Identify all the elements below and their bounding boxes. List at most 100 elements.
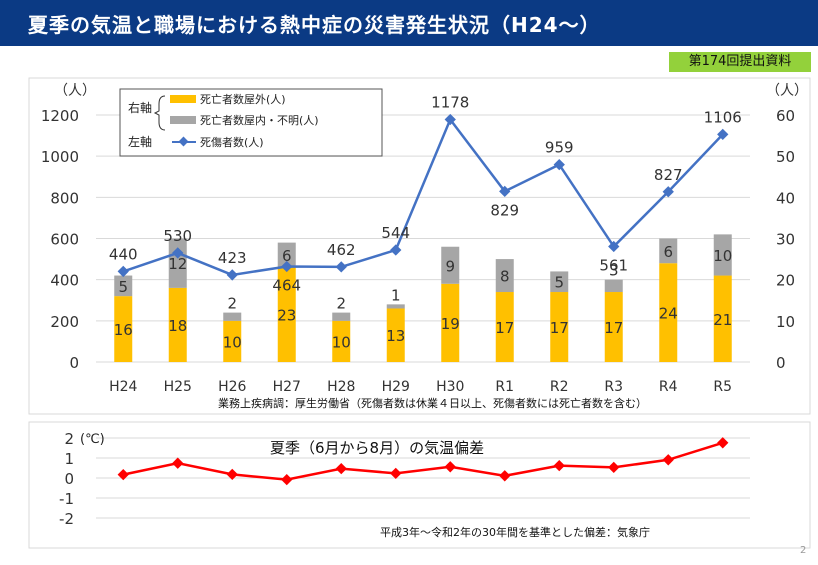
casualty-value-label: 829: [490, 201, 519, 219]
casualty-value-label: 827: [654, 166, 683, 184]
right-axis-tick-label: 0: [776, 354, 786, 372]
temp-point: [281, 473, 293, 486]
bar-outdoor: [277, 267, 296, 362]
right-axis-tick-label: 20: [776, 272, 795, 290]
right-axis-unit: （人）: [766, 83, 808, 99]
bar-outdoor: [386, 308, 405, 362]
temp-axis-tick-label: 0: [64, 470, 74, 488]
x-axis-tick-label: H30: [436, 379, 464, 395]
legend-casualty-label: 死傷者数(人): [200, 135, 264, 149]
bar-indoor: [223, 312, 242, 321]
temp-point: [499, 470, 511, 482]
legend-outdoor-label: 死亡者数屋外(人): [200, 92, 286, 106]
temp-point: [172, 457, 184, 469]
legend-outdoor-swatch: [170, 95, 196, 103]
bar-indoor-value-label: 12: [168, 255, 187, 273]
right-axis-tick-label: 50: [776, 148, 795, 166]
casualty-point: [390, 244, 402, 256]
bar-outdoor: [223, 320, 242, 362]
x-axis-tick-label: H24: [109, 379, 137, 395]
x-axis-tick-label: R1: [495, 379, 514, 395]
x-axis-tick-label: H29: [382, 379, 410, 395]
document-badge: 第174回提出資料: [669, 52, 811, 72]
casualty-value-label: 1178: [431, 94, 469, 112]
bar-outdoor-value-label: 17: [550, 319, 569, 337]
casualty-value-label: 959: [545, 139, 574, 157]
left-axis-tick-label: 200: [50, 313, 79, 331]
left-axis-tick-label: 400: [50, 272, 79, 290]
x-axis-tick-label: H27: [273, 379, 301, 395]
temp-chart-border: [28, 421, 811, 549]
bar-outdoor-value-label: 23: [277, 307, 296, 325]
x-axis-tick-label: H25: [164, 379, 192, 395]
bar-outdoor: [441, 283, 460, 362]
casualty-point: [662, 186, 674, 198]
bar-outdoor-value-label: 10: [223, 333, 242, 351]
bar-outdoor-value-label: 16: [114, 321, 133, 339]
casualty-value-label: 1106: [704, 108, 742, 126]
bar-outdoor: [713, 275, 732, 362]
left-axis-unit: （人）: [54, 83, 96, 99]
bar-outdoor-value-label: 17: [495, 319, 514, 337]
bar-outdoor: [604, 292, 623, 362]
bar-outdoor-value-label: 10: [332, 333, 351, 351]
bar-indoor: [386, 304, 405, 309]
temp-point: [662, 454, 674, 466]
left-axis-tick-label: 1200: [41, 107, 79, 125]
x-axis-tick-label: H28: [327, 379, 355, 395]
right-axis-tick-label: 10: [776, 313, 795, 331]
casualty-point: [226, 269, 238, 281]
chart-legend: 右軸 死亡者数屋外(人) 死亡者数屋内・不明(人) 左軸 死傷者数(人): [119, 88, 383, 157]
header-bar: 夏季の気温と職場における熱中症の災害発生状況（H24〜）: [0, 0, 818, 46]
left-axis-tick-label: 800: [50, 189, 79, 207]
casualty-point: [117, 265, 129, 278]
temp-point: [444, 461, 456, 473]
bar-indoor: [114, 275, 133, 297]
legend-indoor-label: 死亡者数屋内・不明(人): [200, 113, 319, 127]
source-note: 業務上疾病調：厚生労働省（死傷者数は休業４日以上、死傷者数には死亡者数を含む）: [218, 397, 647, 410]
legend-right-axis: 右軸: [128, 100, 152, 115]
bar-indoor: [495, 259, 514, 293]
temp-axis-unit: (℃): [80, 432, 105, 447]
temp-axis-tick-label: -1: [59, 490, 74, 508]
temp-point: [717, 437, 729, 449]
main-chart-border: [28, 77, 811, 415]
temp-axis-tick-label: -2: [59, 510, 74, 528]
left-axis-tick-label: 0: [69, 354, 79, 372]
bar-indoor-value-label: 6: [663, 243, 673, 261]
bar-outdoor-value-label: 21: [713, 311, 732, 329]
x-axis-ticks: H24 H25 H26 H27 H28 H29 H30 R1 R2 R3 R4 R5: [109, 379, 732, 395]
temp-point: [117, 468, 129, 481]
bar-outdoor: [332, 320, 351, 362]
casualty-value-label: 530: [163, 227, 192, 245]
temp-point: [335, 462, 347, 475]
casualty-value-label: 462: [327, 241, 356, 259]
page-number: 2: [800, 545, 807, 556]
bar-indoor-value-label: 1: [391, 286, 401, 304]
casualty-point: [553, 158, 565, 171]
x-axis-tick-label: R2: [550, 379, 569, 395]
right-axis-tick-label: 30: [776, 231, 795, 249]
bar-indoor-value-label: 5: [554, 274, 564, 292]
x-axis-tick-label: R5: [713, 379, 732, 395]
bar-indoor: [332, 312, 351, 321]
legend-left-axis: 左軸: [128, 134, 152, 149]
casualty-value-label: 423: [218, 249, 247, 267]
right-axis-ticks: 0 10 20 30 40 50 60: [776, 107, 795, 372]
x-axis-tick-label: R3: [604, 379, 623, 395]
right-axis-tick-label: 40: [776, 189, 795, 207]
right-axis-tick-label: 60: [776, 107, 795, 125]
casualty-point: [335, 261, 347, 273]
temp-axis-tick-label: 2: [64, 430, 74, 448]
casualty-value-label: 464: [272, 276, 301, 294]
bar-series: [114, 234, 732, 362]
casualty-point: [608, 240, 620, 253]
bar-outdoor: [550, 292, 569, 362]
legend-indoor-swatch: [170, 116, 196, 124]
bar-indoor: [713, 234, 732, 276]
casualty-value-label: 544: [381, 224, 410, 242]
casualty-value-label: 440: [109, 245, 138, 263]
temp-axis-ticks: 2 1 0 -1 -2: [59, 430, 74, 528]
bar-outdoor-value-label: 19: [441, 315, 460, 333]
